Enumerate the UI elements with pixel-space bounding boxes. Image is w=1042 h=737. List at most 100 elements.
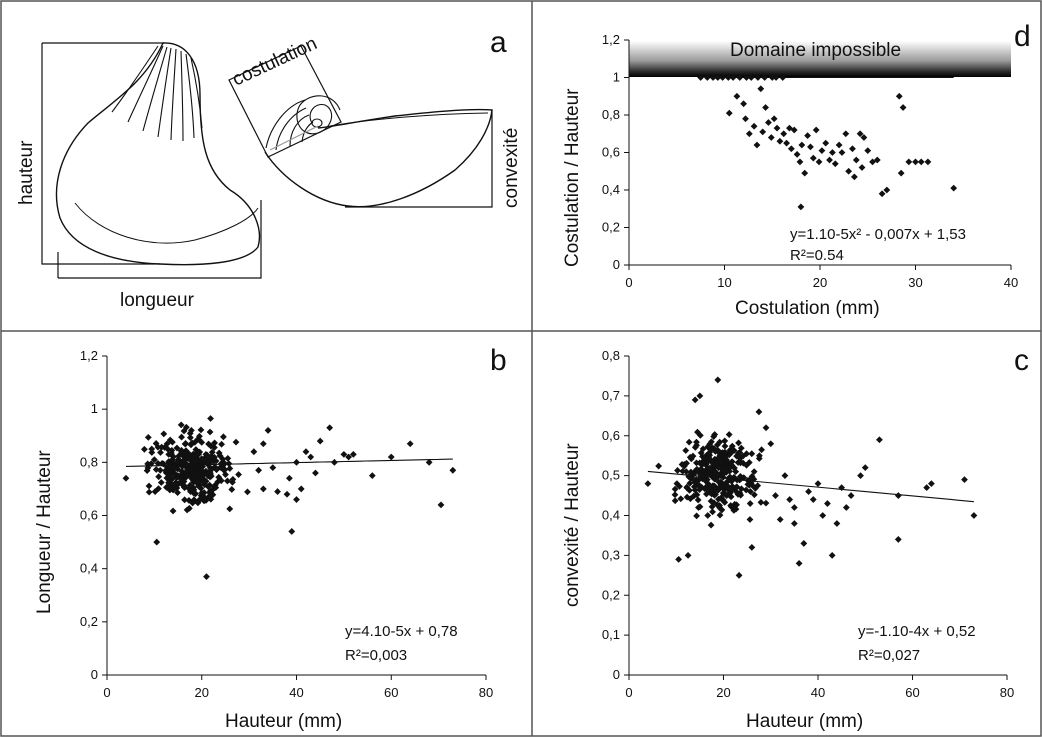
data-point	[736, 74, 744, 81]
height-box	[41, 42, 164, 265]
data-point	[259, 440, 267, 448]
x-tick-label: 20	[195, 685, 209, 700]
data-point	[835, 141, 843, 149]
chart-d-ylabel: Costulation / Hauteur	[562, 88, 583, 267]
data-point	[716, 504, 724, 512]
data-point	[861, 464, 869, 472]
data-point	[189, 499, 197, 507]
data-point	[219, 455, 227, 463]
data-point	[714, 486, 722, 494]
data-point	[750, 122, 758, 130]
data-point	[754, 74, 762, 81]
y-tick-label: 0,2	[602, 587, 620, 602]
y-tick-label: 0,1	[602, 627, 620, 642]
data-point	[211, 439, 218, 447]
data-point	[734, 490, 742, 498]
x-tick-label: 20	[813, 275, 827, 290]
data-point	[316, 437, 324, 445]
data-point	[153, 538, 161, 546]
data-point	[340, 450, 348, 458]
chart-b-xlabel: Hauteur (mm)	[225, 711, 342, 732]
label-hauteur: hauteur	[16, 140, 37, 205]
x-tick-label: 40	[289, 685, 303, 700]
y-tick-label: 0,8	[602, 348, 620, 363]
data-point	[876, 436, 883, 444]
data-point	[197, 426, 205, 434]
x-tick-label: 40	[1004, 275, 1018, 290]
data-point	[961, 476, 968, 484]
data-point	[768, 74, 776, 81]
side-view-outline	[264, 108, 493, 208]
data-point	[203, 573, 210, 581]
data-point	[692, 466, 700, 474]
chart-c-points	[644, 376, 978, 579]
data-point	[173, 444, 181, 452]
y-tick-label: 1	[613, 70, 620, 85]
data-point	[720, 489, 728, 497]
data-point	[206, 481, 214, 489]
data-point	[860, 134, 868, 141]
data-point	[750, 491, 758, 499]
data-point	[767, 440, 775, 448]
data-point	[852, 156, 860, 164]
data-point	[207, 489, 215, 497]
y-tick-label: 1,2	[602, 32, 620, 47]
data-point	[331, 458, 338, 466]
x-tick-label: 0	[625, 685, 632, 700]
data-point	[177, 421, 185, 429]
data-point	[707, 521, 715, 529]
data-point	[197, 484, 205, 492]
data-point	[912, 158, 919, 166]
data-point	[856, 130, 864, 138]
data-point	[180, 478, 188, 485]
y-tick-label: 0,6	[80, 508, 98, 523]
chart-c-xlabel: Hauteur (mm)	[746, 711, 863, 732]
data-point	[207, 442, 215, 450]
data-point	[781, 472, 789, 480]
data-point	[235, 471, 242, 478]
x-tick-label: 0	[625, 275, 632, 290]
label-costulation: costulation	[229, 33, 320, 90]
data-point	[274, 488, 281, 495]
data-point	[833, 520, 841, 527]
data-point	[697, 74, 705, 81]
data-point	[706, 445, 714, 453]
data-point	[697, 465, 705, 473]
data-point	[812, 126, 820, 134]
data-point	[191, 465, 199, 473]
data-point	[683, 493, 691, 501]
data-point	[798, 141, 806, 149]
data-point	[735, 571, 743, 579]
data-point	[970, 512, 978, 519]
data-point	[195, 482, 202, 490]
data-point	[255, 466, 262, 474]
data-point	[259, 485, 267, 493]
data-point	[719, 74, 726, 81]
y-tick-label: 0	[613, 257, 620, 272]
data-point	[743, 450, 750, 458]
data-point	[157, 479, 165, 486]
data-point	[743, 461, 750, 469]
data-point	[829, 149, 836, 156]
data-point	[194, 464, 202, 472]
costulation-line	[269, 125, 319, 151]
data-point	[187, 467, 195, 474]
data-point	[293, 496, 300, 503]
data-point	[744, 480, 752, 488]
data-point	[224, 477, 231, 485]
data-point	[685, 438, 693, 446]
data-point	[883, 186, 891, 194]
data-point	[226, 465, 234, 472]
data-point	[178, 475, 186, 482]
data-point	[160, 430, 168, 438]
data-point	[704, 457, 712, 465]
data-point	[406, 440, 414, 448]
y-tick-label: 0	[91, 667, 98, 682]
data-point	[143, 467, 151, 474]
data-point	[689, 452, 697, 460]
data-point	[742, 486, 750, 494]
data-point	[169, 507, 177, 515]
data-point	[122, 474, 130, 482]
data-point	[148, 449, 156, 456]
